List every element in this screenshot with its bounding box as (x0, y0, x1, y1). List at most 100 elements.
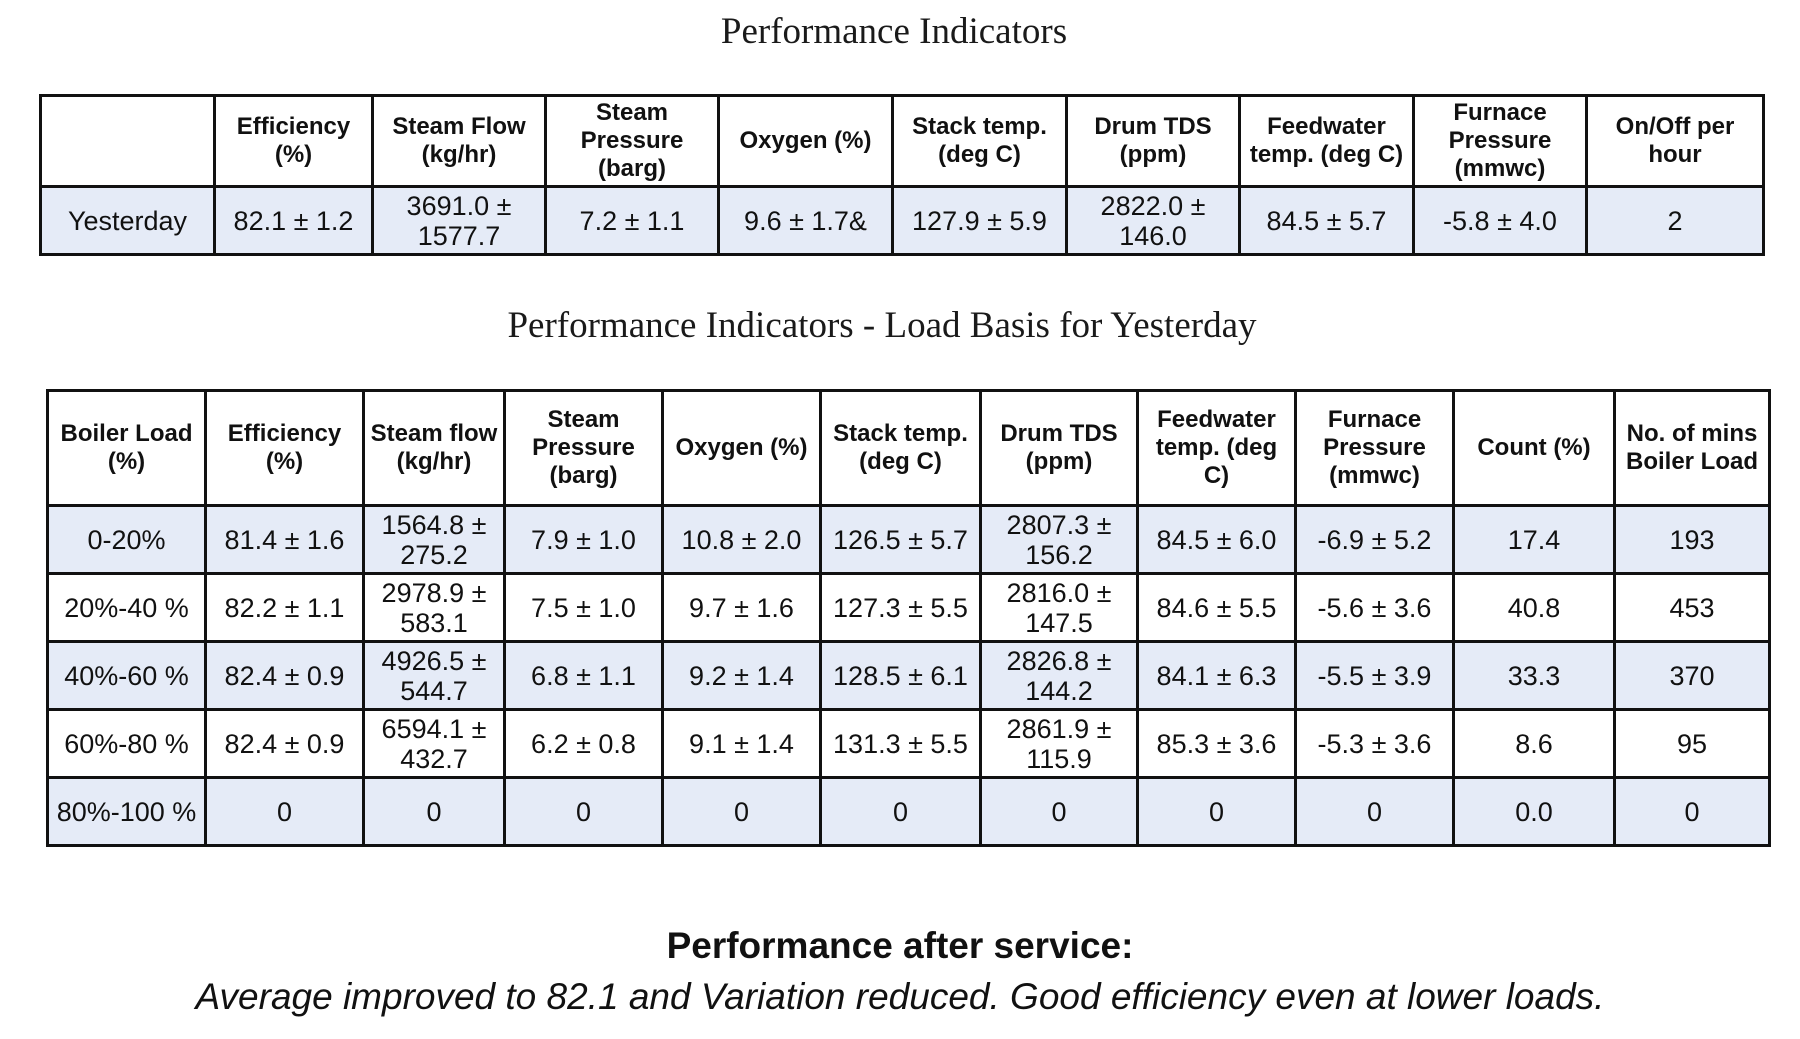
table-cell: 0-20% (46, 504, 207, 575)
table-cell: 6.2 ± 0.8 (503, 708, 664, 779)
column-header: Steam Pressure (barg) (503, 389, 664, 507)
column-header: Steam Flow (kg/hr) (371, 94, 547, 188)
table-row: 40%-60 % 82.4 ± 0.9 4926.5 ± 544.7 6.8 ±… (46, 640, 1771, 711)
column-header: Count (%) (1452, 389, 1616, 507)
table-cell: 2861.9 ± 115.9 (979, 708, 1139, 779)
table-cell: 0 (204, 776, 365, 847)
page-title: Performance Indicators (720, 11, 1068, 52)
column-header: Drum TDS (ppm) (979, 389, 1139, 507)
service-heading: Performance after service: (666, 925, 1134, 966)
table-cell: 81.4 ± 1.6 (204, 504, 365, 575)
table-cell: 0 (362, 776, 506, 847)
table-cell: 7.2 ± 1.1 (544, 185, 720, 256)
table-cell: 2 (1585, 185, 1765, 256)
table-cell: 193 (1613, 504, 1771, 575)
table-cell: Yesterday (39, 185, 216, 256)
table-cell: 82.2 ± 1.1 (204, 572, 365, 643)
performance-summary-table: Efficiency (%) Steam Flow (kg/hr) Steam … (39, 94, 1765, 256)
table-cell: 128.5 ± 6.1 (819, 640, 982, 711)
table-row: 20%-40 % 82.2 ± 1.1 2978.9 ± 583.1 7.5 ±… (46, 572, 1771, 643)
column-header: Steam flow (kg/hr) (362, 389, 506, 507)
column-header: Oxygen (%) (661, 389, 822, 507)
table-cell: 60%-80 % (46, 708, 207, 779)
table-header-row: Efficiency (%) Steam Flow (kg/hr) Steam … (39, 94, 1765, 188)
table-cell: 8.6 (1452, 708, 1616, 779)
table-cell: 3691.0 ± 1577.7 (371, 185, 547, 256)
column-header: Furnace Pressure (mmwc) (1294, 389, 1455, 507)
column-header: Drum TDS (ppm) (1065, 94, 1241, 188)
table-cell: -5.6 ± 3.6 (1294, 572, 1455, 643)
table-row: 60%-80 % 82.4 ± 0.9 6594.1 ± 432.7 6.2 ±… (46, 708, 1771, 779)
table-cell: -5.5 ± 3.9 (1294, 640, 1455, 711)
column-header: Efficiency (%) (204, 389, 365, 507)
table-cell: 2978.9 ± 583.1 (362, 572, 506, 643)
table-cell: 95 (1613, 708, 1771, 779)
table-cell: 6.8 ± 1.1 (503, 640, 664, 711)
column-header (39, 94, 216, 188)
table-cell: 0 (661, 776, 822, 847)
table-cell: 2826.8 ± 144.2 (979, 640, 1139, 711)
table-row: 80%-100 % 0 0 0 0 0 0 0 0 0.0 0 (46, 776, 1771, 847)
column-header: On/Off per hour (1585, 94, 1765, 188)
table-cell: 2807.3 ± 156.2 (979, 504, 1139, 575)
table-cell: 80%-100 % (46, 776, 207, 847)
table-cell: 127.3 ± 5.5 (819, 572, 982, 643)
table-cell: 0 (1294, 776, 1455, 847)
column-header: Stack temp. (deg C) (819, 389, 982, 507)
table-cell: 10.8 ± 2.0 (661, 504, 822, 575)
column-header: Feedwater temp. (deg C) (1238, 94, 1415, 188)
column-header: Boiler Load (%) (46, 389, 207, 507)
table-cell: 453 (1613, 572, 1771, 643)
load-basis-table: Boiler Load (%) Efficiency (%) Steam flo… (46, 389, 1771, 847)
table-cell: 9.6 ± 1.7& (717, 185, 894, 256)
column-header: Steam Pressure (barg) (544, 94, 720, 188)
service-summary: Average improved to 82.1 and Variation r… (195, 976, 1605, 1017)
table-cell: 2816.0 ± 147.5 (979, 572, 1139, 643)
table-cell: 370 (1613, 640, 1771, 711)
table-cell: -5.3 ± 3.6 (1294, 708, 1455, 779)
table-cell: 0 (979, 776, 1139, 847)
table-cell: 33.3 (1452, 640, 1616, 711)
table-cell: 17.4 (1452, 504, 1616, 575)
table-cell: 1564.8 ± 275.2 (362, 504, 506, 575)
table-cell: 82.4 ± 0.9 (204, 708, 365, 779)
table-cell: 0 (1136, 776, 1297, 847)
table-row: Yesterday 82.1 ± 1.2 3691.0 ± 1577.7 7.2… (39, 185, 1765, 256)
table-cell: 7.9 ± 1.0 (503, 504, 664, 575)
column-header: Feedwater temp. (deg C) (1136, 389, 1297, 507)
table-cell: 2822.0 ± 146.0 (1065, 185, 1241, 256)
table-cell: -5.8 ± 4.0 (1412, 185, 1588, 256)
table-cell: 0.0 (1452, 776, 1616, 847)
table-cell: 6594.1 ± 432.7 (362, 708, 506, 779)
column-header: No. of mins Boiler Load (1613, 389, 1771, 507)
table-cell: 7.5 ± 1.0 (503, 572, 664, 643)
table-cell: 82.4 ± 0.9 (204, 640, 365, 711)
table-header-row: Boiler Load (%) Efficiency (%) Steam flo… (46, 389, 1771, 507)
table-cell: 82.1 ± 1.2 (213, 185, 374, 256)
table-cell: 127.9 ± 5.9 (891, 185, 1068, 256)
table-cell: 126.5 ± 5.7 (819, 504, 982, 575)
table-cell: 9.2 ± 1.4 (661, 640, 822, 711)
table-cell: 40.8 (1452, 572, 1616, 643)
section-title: Performance Indicators - Load Basis for … (507, 305, 1257, 346)
table-cell: 40%-60 % (46, 640, 207, 711)
table-cell: 4926.5 ± 544.7 (362, 640, 506, 711)
column-header: Furnace Pressure (mmwc) (1412, 94, 1588, 188)
column-header: Efficiency (%) (213, 94, 374, 188)
table-cell: 131.3 ± 5.5 (819, 708, 982, 779)
table-cell: 84.6 ± 5.5 (1136, 572, 1297, 643)
table-cell: 0 (503, 776, 664, 847)
table-cell: -6.9 ± 5.2 (1294, 504, 1455, 575)
table-cell: 0 (819, 776, 982, 847)
table-cell: 9.1 ± 1.4 (661, 708, 822, 779)
table-row: 0-20% 81.4 ± 1.6 1564.8 ± 275.2 7.9 ± 1.… (46, 504, 1771, 575)
column-header: Stack temp. (deg C) (891, 94, 1068, 188)
table-cell: 20%-40 % (46, 572, 207, 643)
column-header: Oxygen (%) (717, 94, 894, 188)
table-cell: 84.5 ± 5.7 (1238, 185, 1415, 256)
table-cell: 85.3 ± 3.6 (1136, 708, 1297, 779)
table-cell: 84.5 ± 6.0 (1136, 504, 1297, 575)
table-cell: 9.7 ± 1.6 (661, 572, 822, 643)
table-cell: 84.1 ± 6.3 (1136, 640, 1297, 711)
table-cell: 0 (1613, 776, 1771, 847)
